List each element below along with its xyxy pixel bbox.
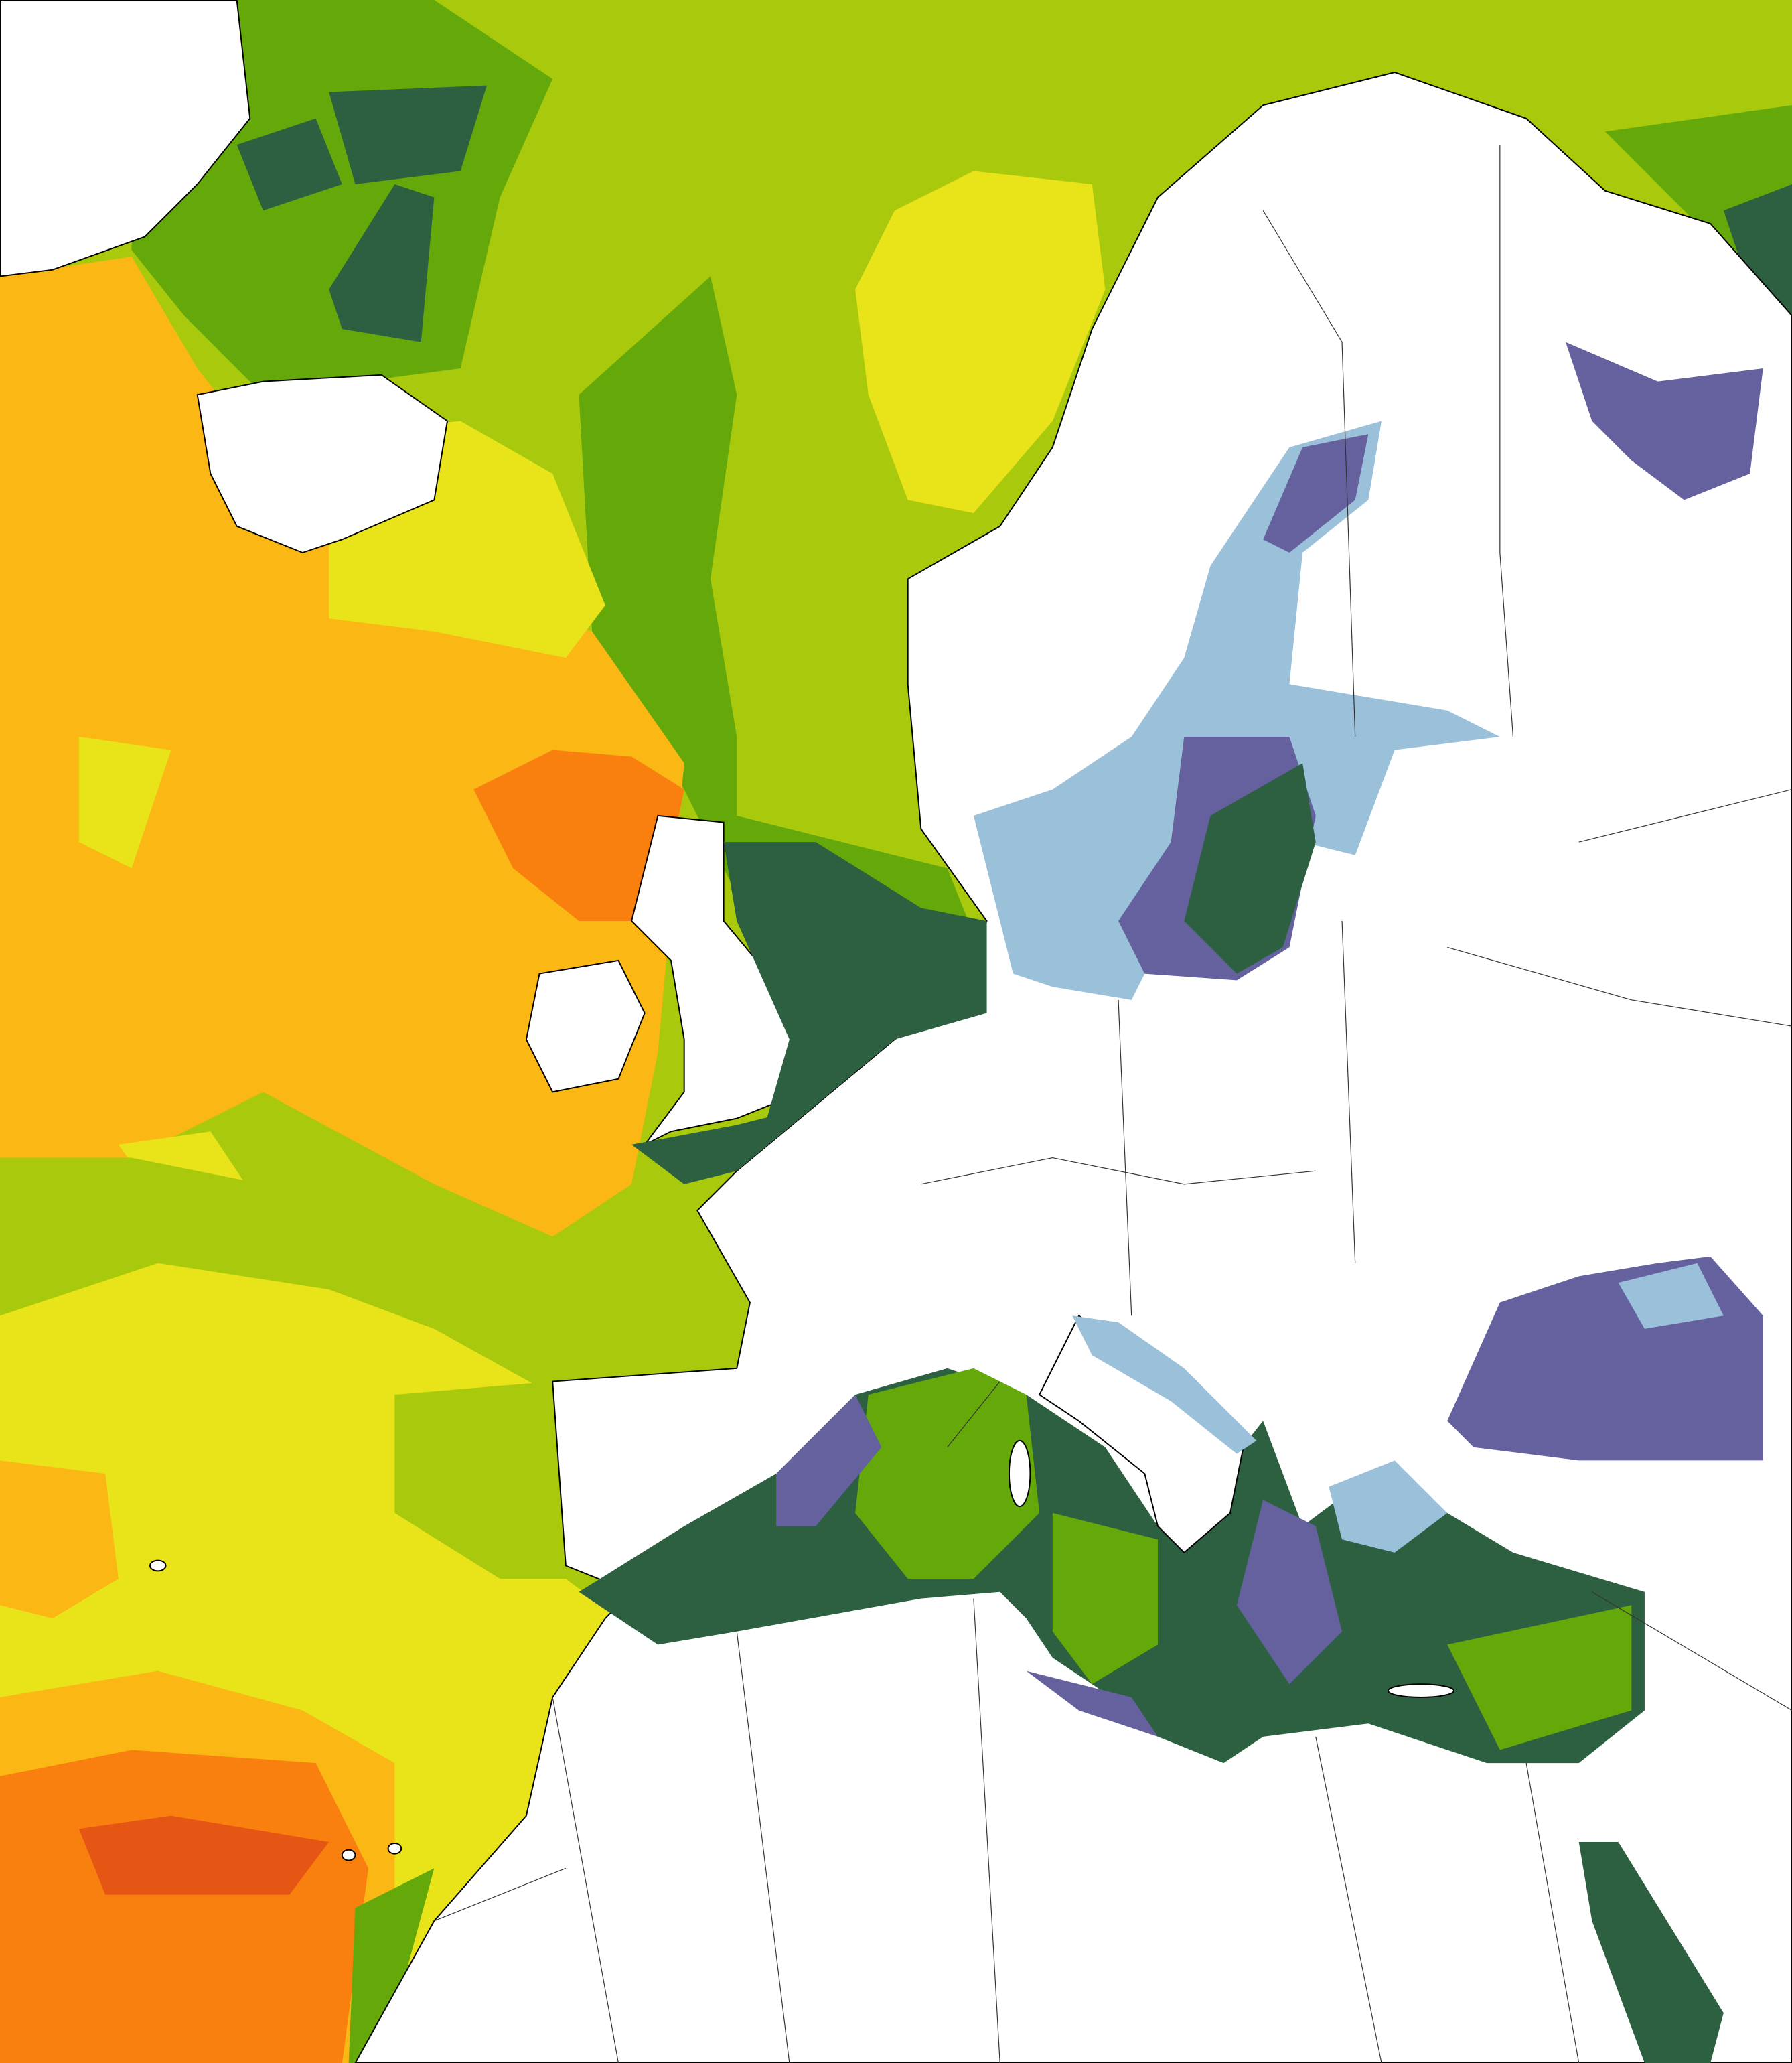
- land: [0, 0, 251, 277]
- land: [196, 374, 449, 554]
- ocean-zone: [0, 1157, 737, 1382]
- sea: [1072, 1315, 1257, 1454]
- sea: [855, 1368, 1040, 1579]
- sea: [776, 1395, 1343, 1737]
- sea: [973, 421, 1500, 1000]
- land: [630, 814, 817, 1145]
- sea: [1263, 434, 1369, 553]
- sea: [1052, 1512, 1632, 1750]
- sea: [1578, 1842, 1724, 2063]
- ocean-zone: [78, 737, 263, 1237]
- island: [1008, 1439, 1031, 1508]
- island: [1387, 1683, 1455, 1698]
- island: [387, 1842, 402, 1855]
- ocean-zone: [0, 1750, 369, 2063]
- ocean-zone: [1723, 184, 1792, 316]
- sea: [723, 842, 987, 1132]
- sea: [1184, 763, 1316, 974]
- island: [341, 1849, 356, 1861]
- ocean-zone: [473, 750, 684, 921]
- land: [525, 959, 646, 1093]
- ocean-zone: [579, 276, 1000, 1053]
- ocean-zone: [236, 85, 487, 342]
- sea: [1566, 342, 1763, 500]
- sea: [631, 1105, 816, 1184]
- ocean-zone: [0, 1460, 119, 1619]
- border: [434, 145, 1792, 2063]
- sea: [1618, 1263, 1724, 1329]
- ocean-zone: [855, 171, 1106, 514]
- ocean-zone: [348, 1868, 435, 2063]
- ocean-zone: [78, 1815, 329, 1895]
- ocean-zone: [394, 1381, 579, 1579]
- sea: [1329, 1460, 1448, 1553]
- ocean-zone: [0, 257, 684, 1237]
- island: [149, 1559, 167, 1572]
